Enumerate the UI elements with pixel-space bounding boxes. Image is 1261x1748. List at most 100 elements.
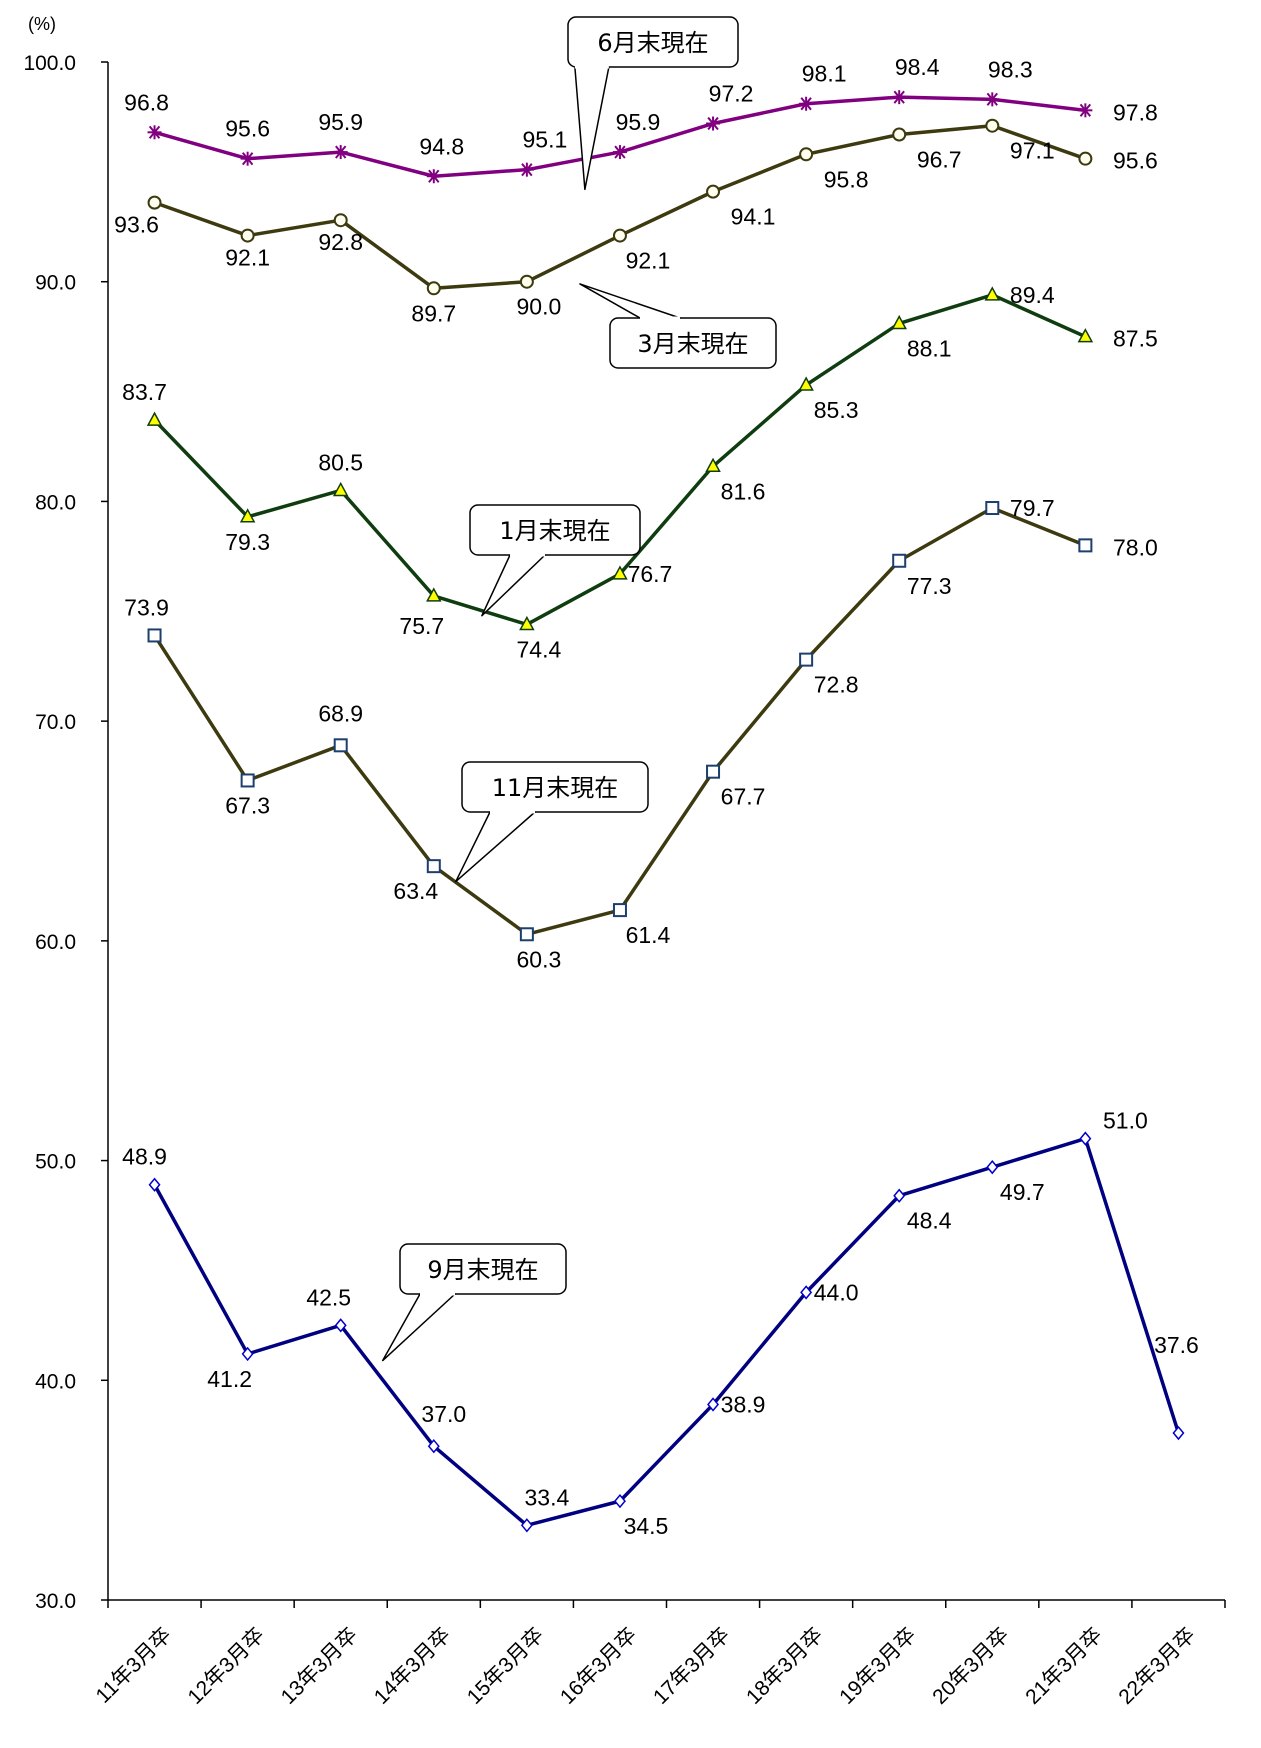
series-point [1077,328,1094,343]
data-label: 48.4 [907,1208,952,1234]
series-callout: 3月末現在 [579,283,777,369]
x-tick-label: 16年3月卒 [556,1623,642,1709]
series-point [705,457,721,473]
series-point [892,127,907,142]
series-point [427,1439,440,1454]
data-label: 76.7 [628,561,673,587]
x-tick-label: 22年3月卒 [1114,1623,1200,1709]
series-point [892,553,907,568]
callout-label: 11月末現在 [492,774,619,802]
callout-box [399,1243,567,1295]
y-tick-label: 70.0 [35,711,76,734]
y-tick-label: 80.0 [35,491,76,514]
series-callout: 11月末現在 [455,761,649,883]
series-point [984,286,1001,301]
x-tick-label: 19年3月卒 [835,1623,921,1709]
series-point [426,859,441,874]
data-label: 89.4 [1010,282,1055,308]
callout-pointer [455,811,536,883]
callout-pointer [481,554,546,617]
callout-label: 3月末現在 [637,330,748,358]
series-point [613,1493,626,1509]
data-label: 63.4 [393,878,438,904]
series-point [519,274,534,289]
series-point [519,927,534,942]
x-tick-label: 17年3月卒 [649,1623,735,1709]
callout-pointer [574,66,610,191]
data-label: 90.0 [516,294,561,320]
series-point [612,565,628,580]
series-point [334,1318,347,1333]
series-point [147,628,162,643]
data-label: 67.3 [225,792,270,818]
data-label: 60.3 [516,946,561,972]
series-point [332,481,349,497]
series-callout: 6月末現在 [567,16,739,191]
data-label: 95.6 [225,116,270,142]
series-point [707,1397,720,1412]
series-point [800,1285,813,1300]
callout-box [461,761,649,813]
data-label: 48.9 [122,1144,167,1170]
series-point [985,501,1000,516]
data-label: 85.3 [814,397,859,423]
y-tick-label: 100.0 [23,52,76,75]
data-label: 80.5 [318,449,363,475]
data-labels: 96.8 95.6 95.9 94.8 95.1 95.9 97.2 98.1 98.4 98.3… [114,54,1199,1539]
x-tick-label: 21年3月卒 [1021,1623,1107,1709]
series-callout: 1月末現在 [469,504,641,617]
data-label: 38.9 [721,1391,766,1417]
series-callout: 9月末現在 [381,1243,567,1362]
data-label: 94.8 [419,133,464,159]
data-label: 93.6 [114,212,159,238]
y-tick-label: 50.0 [35,1151,76,1174]
data-label: 49.7 [1000,1179,1045,1205]
series-point [239,508,256,523]
data-label: 61.4 [626,922,671,948]
callout-box [567,16,739,68]
series-line [153,1136,1181,1528]
data-label: 74.4 [516,636,561,662]
data-label: 95.1 [522,127,567,153]
data-label: 44.0 [814,1279,859,1305]
chart-axes: 30.0 40.0 50.0 60.0 70.0 80.0 90.0 100.0 (%) 11年3… [23,14,1226,1709]
series-point [798,376,814,391]
series-point [1078,538,1093,553]
data-label: 83.7 [122,379,167,405]
data-label: 51.0 [1103,1108,1148,1134]
x-tick-label: 18年3月卒 [742,1623,828,1709]
series-point [891,314,907,330]
data-label: 92.8 [318,229,363,255]
series-point [985,118,1000,133]
data-label: 77.3 [907,573,952,599]
data-label: 88.1 [907,335,952,361]
data-label: 92.1 [626,248,671,274]
y-unit-label: (%) [28,14,56,34]
series-point [519,615,535,631]
series-point [612,228,627,243]
series-point [986,1159,999,1175]
series-point [426,587,442,602]
x-tick-label: 12年3月卒 [184,1623,270,1709]
data-label: 95.9 [318,109,363,135]
callout-label: 9月末現在 [427,1256,538,1284]
data-label: 95.6 [1113,148,1158,174]
callout-pointer [579,283,681,319]
series-point [333,213,348,228]
data-label: 79.3 [225,529,270,555]
data-label: 98.4 [895,54,940,80]
data-label: 79.7 [1010,495,1055,521]
series-callouts: 6月末現在 3月末現在 1月末現在 11月末現在 9月末現在 [381,16,777,1362]
x-tick-label: 14年3月卒 [370,1623,456,1709]
series-point [1079,1131,1092,1146]
series-4 [148,1131,1185,1533]
series-point [706,184,721,199]
data-label: 89.7 [411,300,456,326]
series-point [799,147,814,162]
series-point [240,228,255,243]
series-3 [147,501,1093,942]
series-point [1078,151,1093,166]
data-label: 73.9 [124,594,169,620]
callout-pointer [381,1293,456,1362]
